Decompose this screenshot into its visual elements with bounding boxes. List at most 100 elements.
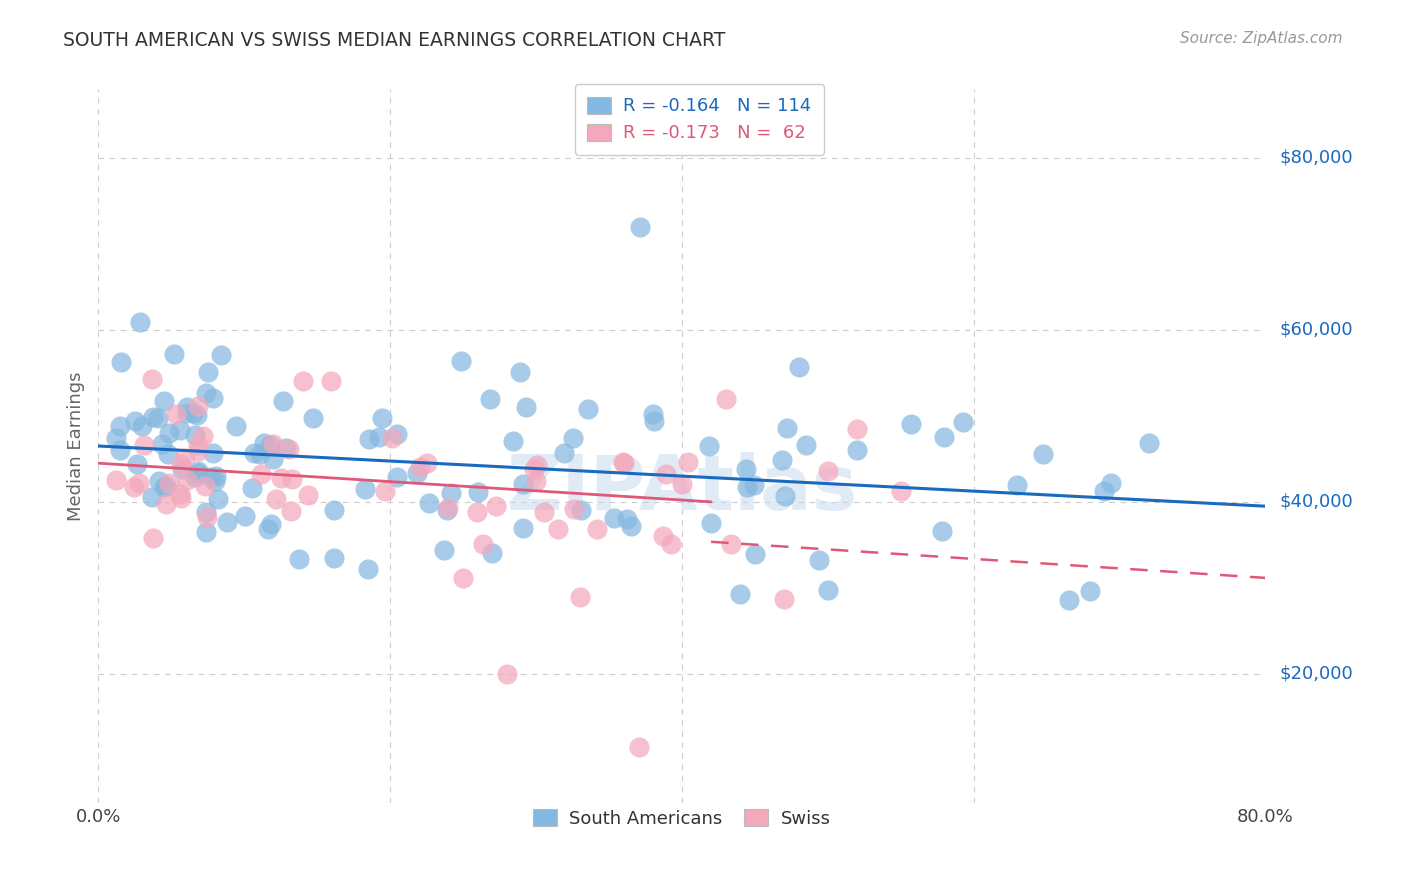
Point — [291, 374, 314, 388]
Point — [772, 452, 794, 467]
Text: ZIPAtlas: ZIPAtlas — [506, 452, 858, 525]
Point — [547, 522, 569, 536]
Point — [176, 400, 198, 414]
Point — [257, 523, 280, 537]
Point — [523, 462, 546, 476]
Point — [817, 583, 839, 598]
Point — [533, 505, 555, 519]
Point — [132, 438, 155, 452]
Legend: South Americans, Swiss: South Americans, Swiss — [520, 796, 844, 840]
Point — [163, 347, 186, 361]
Point — [1057, 592, 1080, 607]
Point — [194, 385, 217, 400]
Point — [187, 399, 209, 413]
Point — [233, 509, 256, 524]
Point — [952, 416, 974, 430]
Point — [142, 410, 165, 425]
Point — [652, 529, 675, 543]
Point — [271, 393, 294, 408]
Point — [641, 407, 664, 421]
Point — [628, 219, 651, 234]
Point — [714, 392, 737, 406]
Point — [485, 500, 508, 514]
Point — [253, 435, 276, 450]
Point — [616, 512, 638, 526]
Point — [659, 537, 682, 551]
Point — [576, 402, 599, 417]
Point — [374, 484, 396, 499]
Point — [356, 562, 378, 576]
Point — [183, 428, 205, 442]
Point — [432, 542, 454, 557]
Point — [215, 515, 238, 529]
Point — [187, 466, 209, 480]
Point — [250, 467, 273, 481]
Point — [176, 406, 198, 420]
Point — [157, 425, 180, 440]
Point — [1080, 584, 1102, 599]
Point — [1092, 484, 1115, 499]
Point — [371, 411, 394, 425]
Point — [297, 488, 319, 502]
Point — [198, 470, 221, 484]
Point — [169, 486, 191, 500]
Point — [204, 474, 226, 488]
Point — [186, 438, 208, 452]
Point — [467, 505, 489, 519]
Point — [655, 467, 678, 481]
Point — [170, 457, 193, 471]
Point — [502, 434, 524, 448]
Point — [471, 537, 494, 551]
Point — [128, 476, 150, 491]
Point — [142, 531, 165, 545]
Point — [207, 492, 229, 507]
Point — [900, 417, 922, 432]
Point — [846, 422, 869, 436]
Point — [561, 431, 583, 445]
Point — [450, 353, 472, 368]
Point — [934, 430, 956, 444]
Point — [385, 426, 408, 441]
Point — [451, 570, 474, 584]
Point — [512, 521, 534, 535]
Point — [720, 537, 742, 551]
Point — [172, 462, 194, 476]
Point — [678, 455, 700, 469]
Point — [276, 442, 298, 456]
Point — [125, 457, 148, 471]
Point — [1007, 478, 1029, 492]
Point — [281, 473, 304, 487]
Point — [794, 438, 817, 452]
Point — [141, 372, 163, 386]
Point — [187, 443, 209, 458]
Point — [277, 442, 299, 456]
Point — [744, 547, 766, 561]
Point — [197, 365, 219, 379]
Point — [742, 478, 765, 492]
Point — [129, 315, 152, 329]
Point — [697, 439, 720, 453]
Point — [270, 470, 292, 484]
Point — [170, 491, 193, 505]
Point — [131, 419, 153, 434]
Point — [846, 442, 869, 457]
Point — [773, 489, 796, 503]
Point — [481, 546, 503, 560]
Point — [700, 516, 723, 530]
Point — [436, 501, 458, 516]
Text: $80,000: $80,000 — [1279, 149, 1353, 167]
Point — [628, 739, 651, 754]
Point — [553, 446, 575, 460]
Point — [263, 437, 285, 451]
Point — [155, 497, 177, 511]
Point — [153, 393, 176, 408]
Point — [174, 451, 197, 466]
Point — [181, 407, 204, 421]
Point — [734, 461, 756, 475]
Point — [418, 496, 440, 510]
Point — [603, 511, 626, 525]
Point — [436, 503, 458, 517]
Point — [104, 431, 127, 445]
Point — [150, 437, 173, 451]
Point — [288, 551, 311, 566]
